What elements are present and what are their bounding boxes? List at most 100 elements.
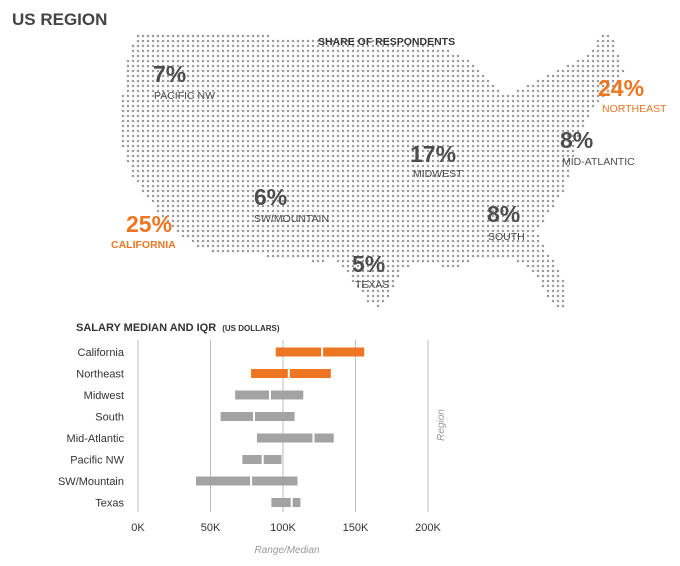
map-dot xyxy=(356,149,360,153)
map-dot xyxy=(226,239,230,243)
map-dot xyxy=(281,59,285,63)
map-dot xyxy=(226,184,230,188)
map-dot xyxy=(286,109,290,113)
map-dot xyxy=(201,109,205,113)
map-dot xyxy=(256,54,260,58)
map-dot xyxy=(401,234,405,238)
map-dot xyxy=(436,49,440,53)
map-dot xyxy=(576,79,580,83)
map-dot xyxy=(471,234,475,238)
map-dot xyxy=(136,129,140,133)
map-dot xyxy=(521,164,525,168)
map-dot xyxy=(366,224,370,228)
map-dot xyxy=(441,54,445,58)
map-dot xyxy=(276,89,280,93)
map-dot xyxy=(571,144,575,148)
map-dot xyxy=(291,104,295,108)
map-dot xyxy=(196,204,200,208)
map-dot xyxy=(551,204,555,208)
map-dot xyxy=(491,224,495,228)
bar-upper-quartile xyxy=(314,433,334,443)
map-dot xyxy=(151,44,155,48)
map-dot xyxy=(416,134,420,138)
map-dot xyxy=(541,94,545,98)
map-dot xyxy=(326,154,330,158)
map-dot xyxy=(196,129,200,133)
map-dot xyxy=(366,269,370,273)
map-dot xyxy=(476,159,480,163)
map-dot xyxy=(241,174,245,178)
map-dot xyxy=(176,94,180,98)
map-dot xyxy=(291,254,295,258)
bar-lower-quartile xyxy=(196,476,251,486)
map-dot xyxy=(226,229,230,233)
map-dot xyxy=(156,59,160,63)
map-dot xyxy=(216,119,220,123)
map-dot xyxy=(281,204,285,208)
map-dot xyxy=(411,139,415,143)
map-dot xyxy=(516,94,520,98)
map-dot xyxy=(191,204,195,208)
map-dot xyxy=(461,84,465,88)
map-dot xyxy=(266,44,270,48)
map-dot xyxy=(296,244,300,248)
map-dot xyxy=(426,244,430,248)
map-dot xyxy=(306,94,310,98)
map-dot xyxy=(471,69,475,73)
map-dot xyxy=(121,119,125,123)
map-dot xyxy=(226,154,230,158)
map-dot xyxy=(426,234,430,238)
map-dot xyxy=(461,69,465,73)
map-dot xyxy=(416,174,420,178)
map-dot xyxy=(501,119,505,123)
map-dot xyxy=(301,89,305,93)
map-dot xyxy=(301,74,305,78)
map-dot xyxy=(531,254,535,258)
map-dot xyxy=(386,99,390,103)
share-of-respondents-title: SHARE OF RESPONDENTS xyxy=(318,36,455,48)
map-dot xyxy=(576,129,580,133)
map-dot xyxy=(486,149,490,153)
map-dot xyxy=(501,174,505,178)
map-dot xyxy=(351,94,355,98)
map-dot xyxy=(366,124,370,128)
map-dot xyxy=(536,269,540,273)
map-dot xyxy=(201,179,205,183)
map-dot xyxy=(176,209,180,213)
map-dot xyxy=(396,114,400,118)
map-dot xyxy=(516,134,520,138)
map-dot xyxy=(536,179,540,183)
map-dot xyxy=(201,239,205,243)
map-dot xyxy=(291,109,295,113)
map-dot xyxy=(316,249,320,253)
map-dot xyxy=(231,204,235,208)
map-dot xyxy=(586,104,590,108)
map-dot xyxy=(421,99,425,103)
map-dot xyxy=(241,119,245,123)
map-dot xyxy=(591,74,595,78)
map-dot xyxy=(436,179,440,183)
map-dot xyxy=(406,234,410,238)
map-dot xyxy=(601,59,605,63)
map-dot xyxy=(246,214,250,218)
map-dot xyxy=(546,199,550,203)
map-dot xyxy=(476,74,480,78)
map-dot xyxy=(431,134,435,138)
map-dot xyxy=(516,169,520,173)
map-dot xyxy=(286,64,290,68)
map-dot xyxy=(376,254,380,258)
map-dot xyxy=(311,124,315,128)
map-dot xyxy=(501,234,505,238)
map-dot xyxy=(231,234,235,238)
map-dot xyxy=(441,94,445,98)
map-dot xyxy=(221,114,225,118)
map-dot xyxy=(296,114,300,118)
map-dot xyxy=(351,74,355,78)
map-dot xyxy=(276,99,280,103)
map-dot xyxy=(396,234,400,238)
map-dot xyxy=(541,219,545,223)
map-dot xyxy=(306,89,310,93)
map-dot xyxy=(126,69,130,73)
map-dot xyxy=(156,159,160,163)
map-dot xyxy=(431,224,435,228)
